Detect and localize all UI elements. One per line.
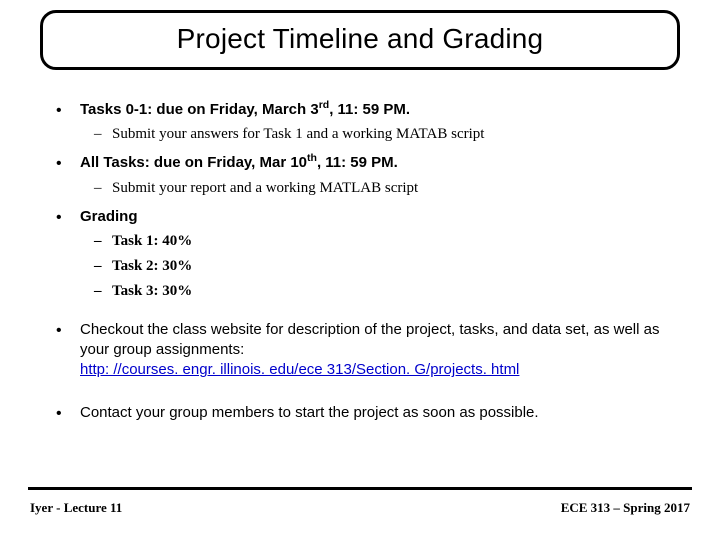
b2-sub: Submit your report and a working MATLAB …: [80, 178, 680, 199]
grading-task3: Task 3: 30%: [80, 281, 680, 302]
footer-right: ECE 313 – Spring 2017: [561, 500, 690, 516]
bullet-grading: Grading Task 1: 40% Task 2: 30% Task 3: …: [50, 207, 680, 302]
grading-label: Grading: [80, 208, 138, 225]
footer-left: Iyer - Lecture 11: [30, 500, 122, 516]
grading-task2: Task 2: 30%: [80, 256, 680, 277]
bullet-contact: Contact your group members to start the …: [50, 403, 680, 423]
bullet-list: Tasks 0-1: due on Friday, March 3rd, 11:…: [50, 100, 680, 423]
grading-list: Task 1: 40% Task 2: 30% Task 3: 30%: [80, 231, 680, 302]
b1-sublist: Submit your answers for Task 1 and a wor…: [80, 124, 680, 145]
bullet-all-tasks: All Tasks: due on Friday, Mar 10th, 11: …: [50, 153, 680, 198]
slide: Project Timeline and Grading Tasks 0-1: …: [0, 0, 720, 540]
slide-title: Project Timeline and Grading: [177, 23, 544, 54]
b2-prefix: All Tasks: due on Friday, Mar 10: [80, 154, 307, 171]
bullet-website: Checkout the class website for descripti…: [50, 320, 680, 381]
b1-sup: rd: [319, 99, 330, 111]
website-text: Checkout the class website for descripti…: [80, 321, 659, 358]
b1-sub: Submit your answers for Task 1 and a wor…: [80, 124, 680, 145]
bullet-tasks-0-1: Tasks 0-1: due on Friday, March 3rd, 11:…: [50, 100, 680, 145]
b2-sup: th: [307, 152, 317, 164]
title-box: Project Timeline and Grading: [40, 10, 680, 70]
b2-suffix: , 11: 59 PM.: [317, 154, 398, 171]
b1-suffix: , 11: 59 PM.: [329, 101, 410, 118]
grading-task1: Task 1: 40%: [80, 231, 680, 252]
b1-prefix: Tasks 0-1: due on Friday, March 3: [80, 101, 319, 118]
content-area: Tasks 0-1: due on Friday, March 3rd, 11:…: [50, 100, 680, 429]
footer-divider: [28, 487, 692, 490]
project-link[interactable]: http: //courses. engr. illinois. edu/ece…: [80, 361, 519, 378]
b2-sublist: Submit your report and a working MATLAB …: [80, 178, 680, 199]
contact-text: Contact your group members to start the …: [80, 404, 539, 421]
